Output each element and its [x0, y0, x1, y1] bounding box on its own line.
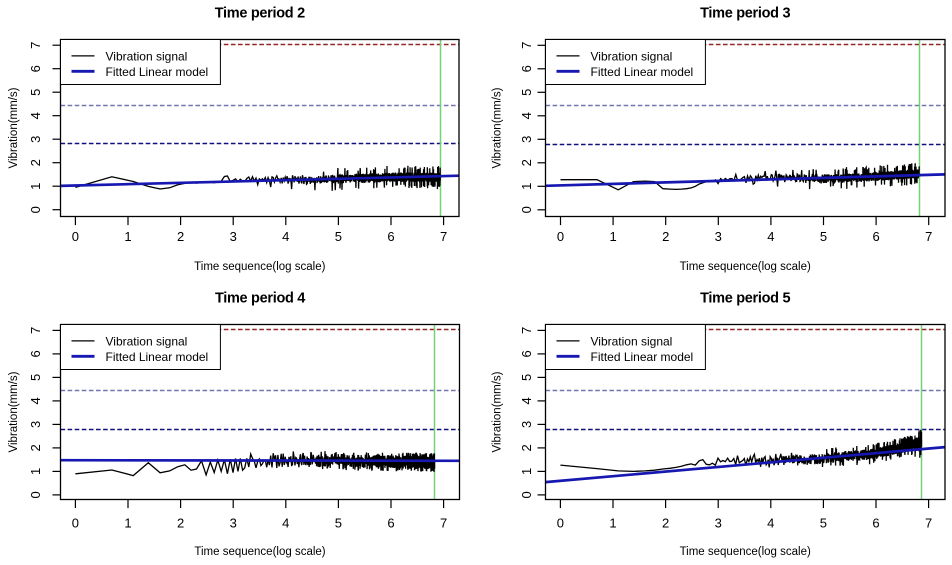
svg-text:7: 7 [28, 327, 43, 334]
svg-text:5: 5 [335, 229, 342, 244]
svg-text:Vibration(mm/s): Vibration(mm/s) [8, 371, 20, 452]
svg-text:3: 3 [230, 229, 237, 244]
svg-text:1: 1 [519, 183, 534, 190]
svg-text:Time period 5: Time period 5 [700, 290, 790, 306]
svg-text:1: 1 [609, 229, 616, 244]
svg-text:2: 2 [519, 159, 534, 166]
svg-text:6: 6 [519, 350, 534, 357]
svg-text:3: 3 [28, 421, 43, 428]
svg-text:Vibration(mm/s): Vibration(mm/s) [492, 87, 504, 168]
svg-text:0: 0 [28, 206, 43, 213]
svg-text:2: 2 [662, 229, 669, 244]
svg-text:4: 4 [28, 112, 43, 119]
svg-text:1: 1 [124, 516, 131, 531]
svg-text:0: 0 [557, 516, 564, 531]
svg-text:7: 7 [28, 42, 43, 49]
svg-text:3: 3 [519, 136, 534, 143]
svg-text:7: 7 [925, 516, 932, 531]
svg-text:Fitted Linear model: Fitted Linear model [106, 350, 209, 364]
svg-text:1: 1 [609, 516, 616, 531]
svg-text:3: 3 [715, 229, 722, 244]
svg-text:5: 5 [519, 89, 534, 96]
svg-text:0: 0 [28, 491, 43, 498]
svg-text:2: 2 [177, 516, 184, 531]
svg-text:6: 6 [387, 229, 394, 244]
svg-text:7: 7 [440, 516, 447, 531]
svg-text:Time period 3: Time period 3 [700, 5, 790, 21]
svg-text:Fitted Linear model: Fitted Linear model [591, 350, 694, 364]
svg-text:0: 0 [519, 206, 534, 213]
svg-text:2: 2 [177, 229, 184, 244]
svg-text:1: 1 [28, 183, 43, 190]
svg-text:7: 7 [519, 327, 534, 334]
svg-text:5: 5 [28, 374, 43, 381]
svg-text:0: 0 [72, 229, 79, 244]
svg-text:3: 3 [519, 421, 534, 428]
svg-text:Time period 4: Time period 4 [215, 290, 305, 306]
svg-text:3: 3 [28, 136, 43, 143]
svg-text:7: 7 [519, 42, 534, 49]
svg-text:Time period 2: Time period 2 [215, 5, 305, 21]
svg-text:5: 5 [519, 374, 534, 381]
svg-text:7: 7 [925, 229, 932, 244]
svg-text:Time sequence(log scale): Time sequence(log scale) [680, 546, 811, 558]
svg-text:1: 1 [519, 468, 534, 475]
svg-text:3: 3 [715, 516, 722, 531]
svg-text:0: 0 [519, 491, 534, 498]
svg-text:1: 1 [28, 468, 43, 475]
svg-text:3: 3 [230, 516, 237, 531]
svg-text:6: 6 [28, 350, 43, 357]
svg-text:7: 7 [440, 229, 447, 244]
svg-text:5: 5 [335, 516, 342, 531]
svg-text:4: 4 [519, 112, 534, 119]
svg-text:Fitted Linear model: Fitted Linear model [106, 65, 209, 79]
svg-text:1: 1 [124, 229, 131, 244]
svg-text:Vibration signal: Vibration signal [106, 50, 188, 64]
svg-text:4: 4 [519, 397, 534, 404]
svg-text:4: 4 [767, 516, 774, 531]
svg-text:Vibration signal: Vibration signal [591, 335, 673, 349]
svg-text:Vibration signal: Vibration signal [106, 335, 188, 349]
svg-text:2: 2 [28, 159, 43, 166]
svg-text:5: 5 [820, 229, 827, 244]
svg-text:Time sequence(log scale): Time sequence(log scale) [680, 261, 811, 273]
svg-text:2: 2 [28, 444, 43, 451]
svg-text:Vibration signal: Vibration signal [591, 50, 673, 64]
svg-text:4: 4 [282, 229, 289, 244]
svg-text:Vibration(mm/s): Vibration(mm/s) [492, 371, 504, 452]
svg-text:6: 6 [28, 65, 43, 72]
svg-text:6: 6 [519, 65, 534, 72]
svg-text:Time sequence(log scale): Time sequence(log scale) [194, 546, 325, 558]
svg-text:2: 2 [519, 444, 534, 451]
svg-text:5: 5 [28, 89, 43, 96]
svg-text:4: 4 [28, 397, 43, 404]
svg-text:0: 0 [72, 516, 79, 531]
svg-text:4: 4 [767, 229, 774, 244]
svg-text:6: 6 [387, 516, 394, 531]
svg-text:6: 6 [872, 516, 879, 531]
svg-text:Fitted Linear model: Fitted Linear model [591, 65, 694, 79]
svg-text:0: 0 [557, 229, 564, 244]
svg-text:5: 5 [820, 516, 827, 531]
svg-text:Vibration(mm/s): Vibration(mm/s) [8, 87, 20, 168]
svg-text:4: 4 [282, 516, 289, 531]
svg-text:Time sequence(log scale): Time sequence(log scale) [194, 261, 325, 273]
svg-text:2: 2 [662, 516, 669, 531]
svg-text:6: 6 [872, 229, 879, 244]
